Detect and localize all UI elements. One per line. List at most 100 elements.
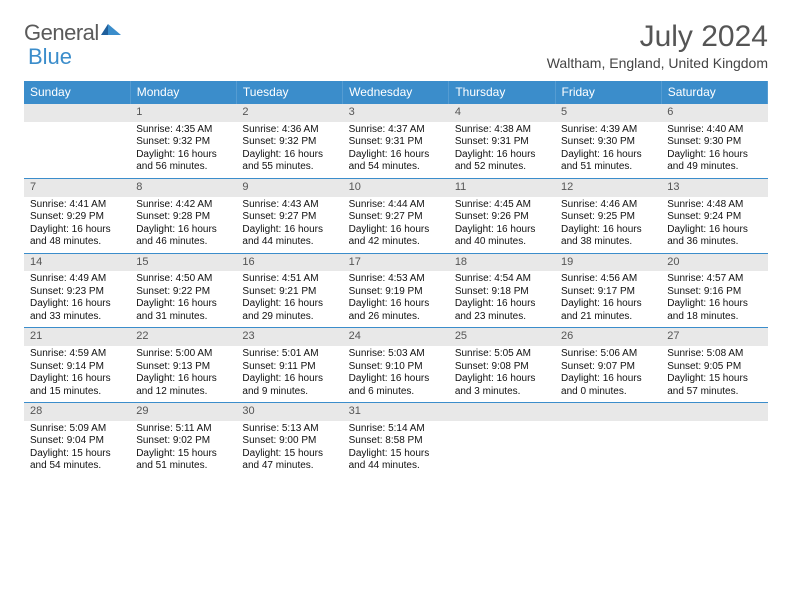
day-number-cell: 14 bbox=[24, 253, 130, 271]
info-row: Sunrise: 4:49 AMSunset: 9:23 PMDaylight:… bbox=[24, 271, 768, 328]
day-info-cell bbox=[661, 421, 767, 477]
day-info-line: and 9 minutes. bbox=[242, 386, 336, 399]
day-info-line: and 49 minutes. bbox=[667, 161, 761, 174]
location-text: Waltham, England, United Kingdom bbox=[547, 55, 768, 71]
logo-text-blue: Blue bbox=[28, 44, 72, 70]
day-info-line: and 21 minutes. bbox=[561, 311, 655, 324]
day-info-line: Daylight: 15 hours bbox=[349, 448, 443, 461]
day-info-line: Daylight: 16 hours bbox=[561, 224, 655, 237]
day-info-cell: Sunrise: 5:08 AMSunset: 9:05 PMDaylight:… bbox=[661, 346, 767, 403]
day-info-line: and 46 minutes. bbox=[136, 236, 230, 249]
day-number-cell: 29 bbox=[130, 403, 236, 421]
day-info-line: Sunset: 9:10 PM bbox=[349, 361, 443, 374]
day-info-line: Sunrise: 5:14 AM bbox=[349, 423, 443, 436]
day-info-line: Daylight: 16 hours bbox=[455, 149, 549, 162]
day-info-line: Sunrise: 4:38 AM bbox=[455, 124, 549, 137]
day-info-line: Sunrise: 5:09 AM bbox=[30, 423, 124, 436]
day-info-line: and 0 minutes. bbox=[561, 386, 655, 399]
day-info-line: and 6 minutes. bbox=[349, 386, 443, 399]
day-info-line: Daylight: 16 hours bbox=[242, 373, 336, 386]
day-info-line: Sunrise: 5:06 AM bbox=[561, 348, 655, 361]
day-info-line: Daylight: 16 hours bbox=[561, 149, 655, 162]
day-info-cell: Sunrise: 5:14 AMSunset: 8:58 PMDaylight:… bbox=[343, 421, 449, 477]
day-number-cell: 3 bbox=[343, 104, 449, 122]
day-info-line: Sunset: 9:19 PM bbox=[349, 286, 443, 299]
day-info-line: Daylight: 16 hours bbox=[349, 224, 443, 237]
calendar-body: 123456 Sunrise: 4:35 AMSunset: 9:32 PMDa… bbox=[24, 104, 768, 477]
weekday-header: Friday bbox=[555, 81, 661, 104]
day-info-line: Daylight: 16 hours bbox=[136, 373, 230, 386]
day-info-line: Sunset: 9:17 PM bbox=[561, 286, 655, 299]
day-info-line: and 56 minutes. bbox=[136, 161, 230, 174]
day-info-line: Sunset: 9:25 PM bbox=[561, 211, 655, 224]
day-info-cell: Sunrise: 4:42 AMSunset: 9:28 PMDaylight:… bbox=[130, 197, 236, 254]
day-info-line: Sunset: 9:26 PM bbox=[455, 211, 549, 224]
day-number-cell bbox=[449, 403, 555, 421]
day-info-line: and 38 minutes. bbox=[561, 236, 655, 249]
day-info-line: Sunset: 9:31 PM bbox=[349, 136, 443, 149]
weekday-header: Saturday bbox=[661, 81, 767, 104]
day-info-line: Sunrise: 4:41 AM bbox=[30, 199, 124, 212]
day-number-cell: 13 bbox=[661, 178, 767, 196]
day-info-line: Sunset: 9:21 PM bbox=[242, 286, 336, 299]
day-info-cell: Sunrise: 4:53 AMSunset: 9:19 PMDaylight:… bbox=[343, 271, 449, 328]
day-info-cell: Sunrise: 4:38 AMSunset: 9:31 PMDaylight:… bbox=[449, 122, 555, 179]
info-row: Sunrise: 4:59 AMSunset: 9:14 PMDaylight:… bbox=[24, 346, 768, 403]
day-info-cell: Sunrise: 4:45 AMSunset: 9:26 PMDaylight:… bbox=[449, 197, 555, 254]
day-info-cell: Sunrise: 4:35 AMSunset: 9:32 PMDaylight:… bbox=[130, 122, 236, 179]
day-number-cell: 28 bbox=[24, 403, 130, 421]
day-number-cell: 16 bbox=[236, 253, 342, 271]
day-info-cell bbox=[555, 421, 661, 477]
day-info-cell: Sunrise: 4:41 AMSunset: 9:29 PMDaylight:… bbox=[24, 197, 130, 254]
day-info-line: Sunrise: 5:01 AM bbox=[242, 348, 336, 361]
day-info-cell: Sunrise: 4:49 AMSunset: 9:23 PMDaylight:… bbox=[24, 271, 130, 328]
day-info-cell: Sunrise: 5:13 AMSunset: 9:00 PMDaylight:… bbox=[236, 421, 342, 477]
day-info-line: and 54 minutes. bbox=[349, 161, 443, 174]
day-info-cell: Sunrise: 4:57 AMSunset: 9:16 PMDaylight:… bbox=[661, 271, 767, 328]
weekday-row: SundayMondayTuesdayWednesdayThursdayFrid… bbox=[24, 81, 768, 104]
day-info-line: Sunrise: 5:11 AM bbox=[136, 423, 230, 436]
day-info-line: and 18 minutes. bbox=[667, 311, 761, 324]
day-number-cell: 9 bbox=[236, 178, 342, 196]
day-info-line: Daylight: 16 hours bbox=[136, 224, 230, 237]
day-info-cell: Sunrise: 4:50 AMSunset: 9:22 PMDaylight:… bbox=[130, 271, 236, 328]
day-info-line: Sunrise: 4:37 AM bbox=[349, 124, 443, 137]
day-info-line: Sunrise: 4:51 AM bbox=[242, 273, 336, 286]
day-info-line: Sunset: 9:30 PM bbox=[561, 136, 655, 149]
month-title: July 2024 bbox=[547, 20, 768, 53]
day-info-line: Sunset: 9:00 PM bbox=[242, 435, 336, 448]
day-info-line: Sunset: 9:29 PM bbox=[30, 211, 124, 224]
day-info-line: Daylight: 16 hours bbox=[136, 298, 230, 311]
day-info-line: Daylight: 16 hours bbox=[242, 298, 336, 311]
day-info-cell: Sunrise: 4:48 AMSunset: 9:24 PMDaylight:… bbox=[661, 197, 767, 254]
day-info-line: Daylight: 16 hours bbox=[242, 224, 336, 237]
day-info-cell: Sunrise: 5:11 AMSunset: 9:02 PMDaylight:… bbox=[130, 421, 236, 477]
day-info-cell: Sunrise: 4:56 AMSunset: 9:17 PMDaylight:… bbox=[555, 271, 661, 328]
day-info-line: and 40 minutes. bbox=[455, 236, 549, 249]
day-info-cell: Sunrise: 4:51 AMSunset: 9:21 PMDaylight:… bbox=[236, 271, 342, 328]
day-info-line: Sunrise: 4:46 AM bbox=[561, 199, 655, 212]
day-info-line: Daylight: 16 hours bbox=[455, 298, 549, 311]
day-number-cell: 6 bbox=[661, 104, 767, 122]
day-info-line: Sunrise: 4:57 AM bbox=[667, 273, 761, 286]
day-info-line: Daylight: 16 hours bbox=[30, 298, 124, 311]
day-number-cell: 15 bbox=[130, 253, 236, 271]
day-info-line: Sunset: 9:02 PM bbox=[136, 435, 230, 448]
day-number-cell: 19 bbox=[555, 253, 661, 271]
day-info-line: Sunset: 9:04 PM bbox=[30, 435, 124, 448]
day-number-cell: 5 bbox=[555, 104, 661, 122]
day-info-cell: Sunrise: 5:05 AMSunset: 9:08 PMDaylight:… bbox=[449, 346, 555, 403]
day-info-line: Daylight: 16 hours bbox=[561, 373, 655, 386]
day-info-line: Sunset: 9:05 PM bbox=[667, 361, 761, 374]
day-info-cell: Sunrise: 4:43 AMSunset: 9:27 PMDaylight:… bbox=[236, 197, 342, 254]
day-number-cell: 24 bbox=[343, 328, 449, 346]
daynum-row: 28293031 bbox=[24, 403, 768, 421]
day-number-cell: 21 bbox=[24, 328, 130, 346]
day-info-line: and 52 minutes. bbox=[455, 161, 549, 174]
day-info-line: Sunset: 9:32 PM bbox=[136, 136, 230, 149]
day-info-cell bbox=[24, 122, 130, 179]
day-info-line: Sunset: 9:11 PM bbox=[242, 361, 336, 374]
logo: General bbox=[24, 20, 121, 46]
day-info-line: and 57 minutes. bbox=[667, 386, 761, 399]
day-info-line: and 51 minutes. bbox=[136, 460, 230, 473]
